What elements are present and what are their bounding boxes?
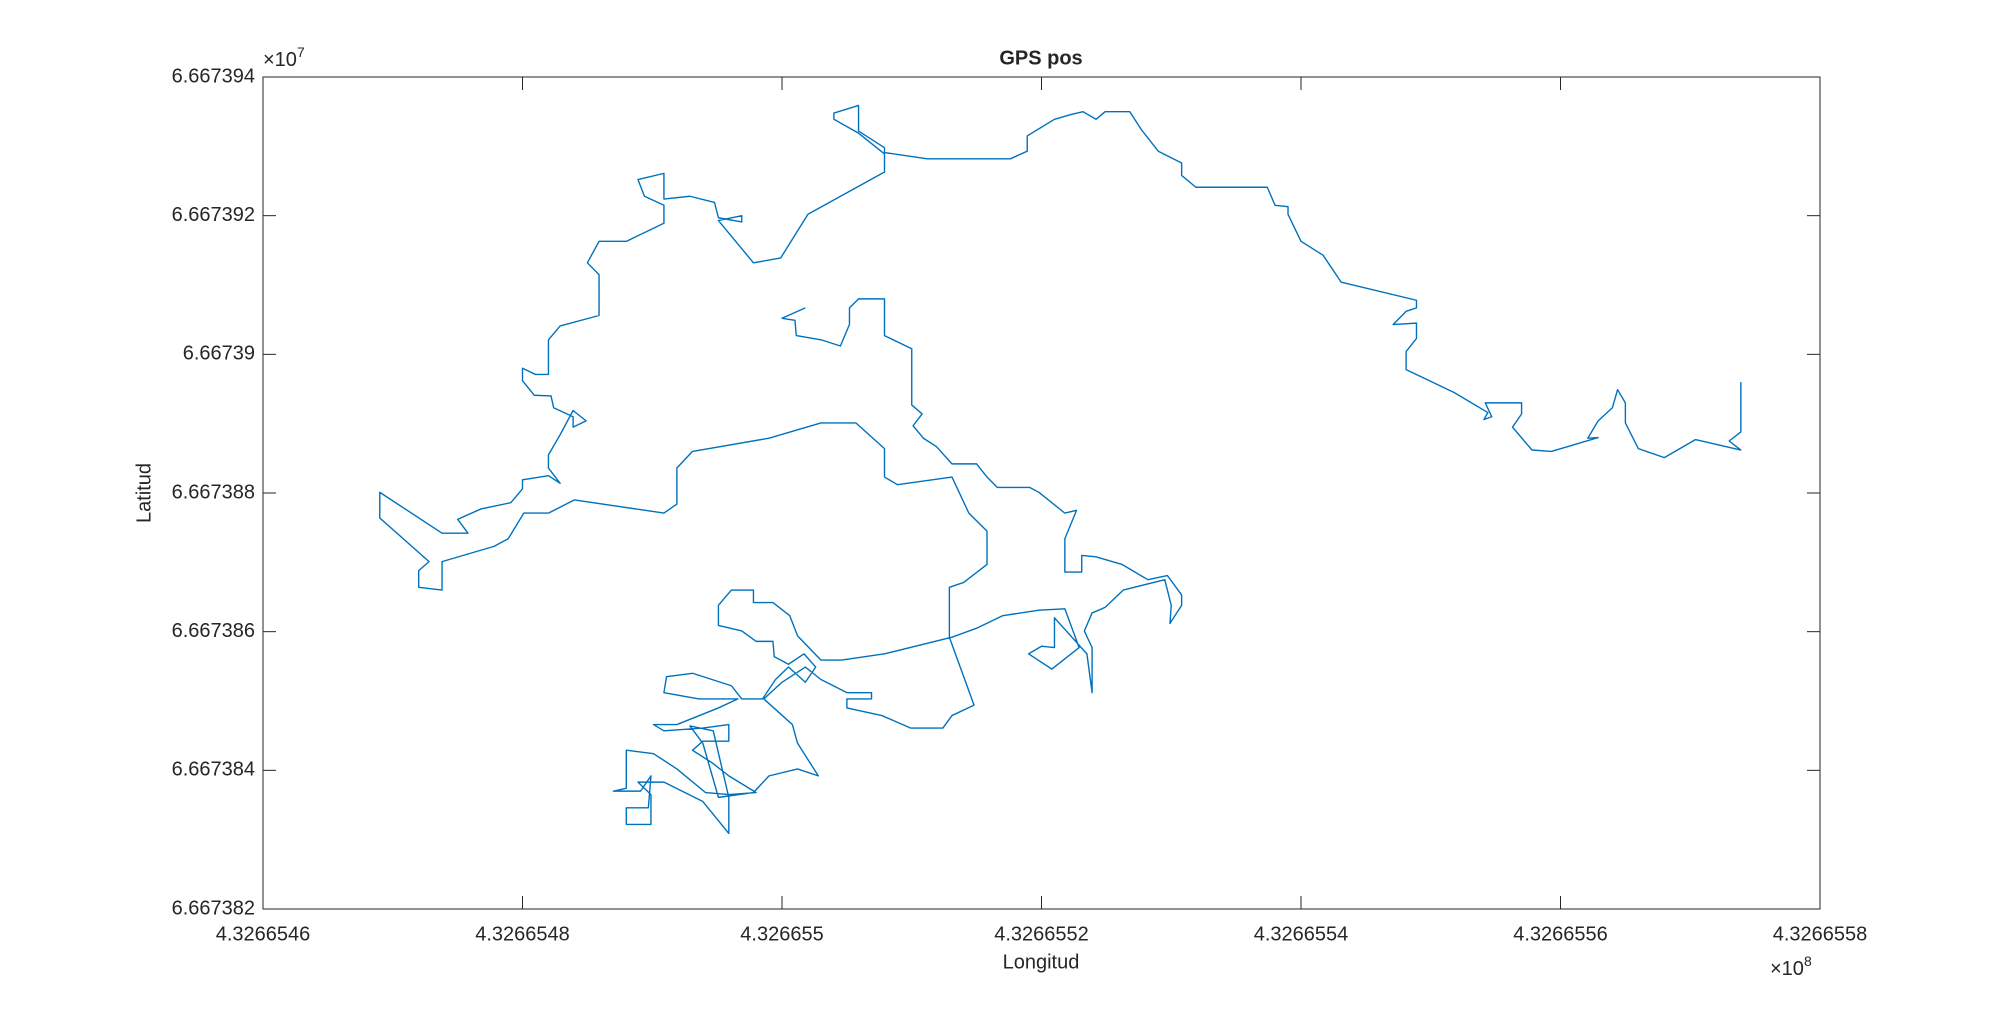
chart-title: GPS pos	[999, 47, 1082, 69]
x-tick-label: 4.3266546	[216, 923, 311, 945]
y-axis-label: Latitud	[133, 463, 155, 523]
y-multiplier-base: ×10	[263, 49, 297, 71]
x-tick-label: 4.3266558	[1773, 923, 1868, 945]
y-tick-label: 6.667394	[172, 65, 255, 87]
x-axis-label: Longitud	[1003, 951, 1080, 973]
trajectory-line	[379, 104, 1742, 835]
y-tick-label: 6.667388	[172, 481, 255, 503]
y-tick-label: 6.667392	[172, 204, 255, 226]
x-tick-label: 4.3266552	[994, 923, 1089, 945]
x-multiplier-exponent: 8	[1804, 953, 1812, 969]
y-tick-label: 6.66739	[183, 343, 255, 365]
x-tick-label: 4.3266548	[475, 923, 570, 945]
x-multiplier-base: ×10	[1770, 958, 1804, 980]
axes-box	[262, 76, 1821, 910]
y-tick-label: 6.667382	[172, 897, 255, 919]
x-tick-label: 4.3266556	[1513, 923, 1608, 945]
y-multiplier: ×107	[263, 44, 305, 71]
x-tick-label: 4.326655	[740, 923, 823, 945]
y-tick-label: 6.667386	[172, 620, 255, 642]
x-tick-label: 4.3266554	[1254, 923, 1349, 945]
y-multiplier-exponent: 7	[297, 44, 305, 60]
y-tick-label: 6.667384	[172, 759, 255, 781]
x-multiplier: ×108	[1770, 953, 1812, 980]
